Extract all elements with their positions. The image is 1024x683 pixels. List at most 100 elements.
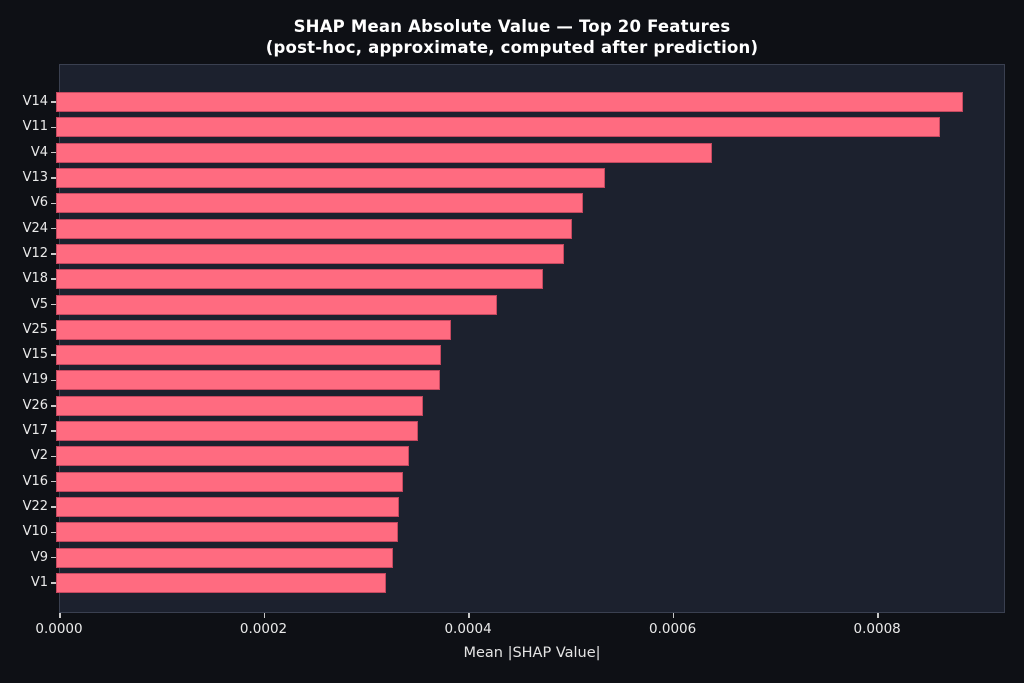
y-tick-mark <box>51 506 56 508</box>
bar-V2 <box>56 446 409 467</box>
bar-row: V9 <box>0 547 1005 568</box>
bar-track <box>56 522 1005 543</box>
x-tick-label: 0.0002 <box>239 621 288 637</box>
x-axis-label: Mean |SHAP Value| <box>463 645 601 661</box>
y-tick-label: V26 <box>22 397 48 413</box>
y-tick-label: V1 <box>30 574 48 590</box>
bar-track <box>56 370 1005 391</box>
bar-V16 <box>56 471 403 492</box>
bar-V17 <box>56 421 419 442</box>
y-tick-label: V9 <box>30 549 48 565</box>
bar-row: V18 <box>0 269 1005 290</box>
x-tick-mark <box>59 613 61 618</box>
bar-V18 <box>56 269 544 290</box>
bar-row: V1 <box>0 572 1005 593</box>
bar-rows-container: V14 V11 V4 V13 V6 V24 V12 V18 V5 V25 V15 V19 V26 V17 V… <box>0 64 1005 613</box>
y-tick-mark <box>51 379 56 382</box>
bar-track <box>56 497 1005 517</box>
bar-V4 <box>56 142 712 163</box>
y-tick-label: V4 <box>30 144 48 160</box>
x-tick-mark <box>263 613 266 618</box>
y-tick-label: V17 <box>22 423 48 439</box>
bar-track <box>56 243 1005 264</box>
y-tick-mark <box>51 151 56 154</box>
x-tick-mark <box>468 613 470 618</box>
x-tick-label: 0.0008 <box>853 621 901 637</box>
x-tick-mark <box>877 613 879 618</box>
bar-row: V10 <box>0 522 1005 543</box>
x-tick-label: 0.0006 <box>648 621 697 637</box>
x-axis: 0.0000 0.0002 0.0004 0.0006 0.0008 <box>35 613 1005 643</box>
bar-V9 <box>56 547 393 568</box>
y-tick-mark <box>51 227 56 230</box>
bar-track <box>56 395 1005 416</box>
bar-V11 <box>56 117 941 138</box>
bar-track <box>56 167 1005 188</box>
chart-subtitle: (post-hoc, approximate, computed after p… <box>265 38 759 57</box>
bar-row: V17 <box>0 421 1005 442</box>
y-tick-label: V14 <box>22 94 48 109</box>
chart-title: SHAP Mean Absolute Value — Top 20 Featur… <box>293 17 731 36</box>
y-tick-label: V22 <box>22 499 48 514</box>
y-tick-mark <box>51 480 56 483</box>
bar-track <box>56 471 1005 492</box>
y-tick-label: V5 <box>30 296 48 312</box>
bar-V1 <box>56 572 387 593</box>
bar-row: V22 <box>0 497 1005 517</box>
bar-V25 <box>56 319 451 340</box>
y-tick-label: V2 <box>30 448 48 464</box>
bar-V15 <box>56 345 441 366</box>
bar-V10 <box>56 522 398 543</box>
y-tick-label: V19 <box>22 372 48 388</box>
bar-track <box>56 142 1005 163</box>
bar-row: V19 <box>0 370 1005 391</box>
y-tick-mark <box>51 278 56 280</box>
bar-track <box>56 345 1005 366</box>
y-tick-label: V13 <box>22 169 48 185</box>
bar-track <box>56 319 1005 340</box>
y-tick-mark <box>51 253 56 255</box>
bar-row: V16 <box>0 471 1005 492</box>
bar-V22 <box>56 497 399 517</box>
bar-row: V24 <box>0 218 1005 239</box>
bar-V13 <box>56 167 605 188</box>
bar-row: V26 <box>0 395 1005 416</box>
y-tick-mark <box>51 354 56 356</box>
y-tick-label: V16 <box>22 473 48 489</box>
bar-row: V13 <box>0 167 1005 188</box>
y-tick-label: V6 <box>30 195 48 211</box>
y-tick-mark <box>51 329 56 331</box>
bar-row: V4 <box>0 142 1005 163</box>
y-tick-mark <box>51 303 56 306</box>
bar-track <box>56 92 1005 112</box>
y-tick-label: V18 <box>22 271 48 287</box>
bar-row: V14 <box>0 92 1005 112</box>
chart-title-block: SHAP Mean Absolute Value — Top 20 Featur… <box>0 16 1024 58</box>
x-tick-mark <box>672 613 675 618</box>
bar-row: V11 <box>0 117 1005 138</box>
bar-track <box>56 421 1005 442</box>
y-tick-label: V12 <box>22 245 48 261</box>
bar-row: V25 <box>0 319 1005 340</box>
y-tick-mark <box>51 556 56 559</box>
y-tick-label: V25 <box>22 321 48 337</box>
bar-track <box>56 117 1005 138</box>
bar-V19 <box>56 370 440 391</box>
y-tick-mark <box>51 455 56 458</box>
y-tick-mark <box>51 405 56 407</box>
x-tick-label: 0.0004 <box>444 621 492 637</box>
bar-V14 <box>56 92 963 112</box>
bar-V6 <box>56 193 584 214</box>
bar-row: V12 <box>0 243 1005 264</box>
y-tick-mark <box>51 101 56 103</box>
y-tick-mark <box>51 582 56 584</box>
bar-row: V15 <box>0 345 1005 366</box>
y-tick-label: V15 <box>22 347 48 363</box>
bar-row: V6 <box>0 193 1005 214</box>
bar-row: V2 <box>0 446 1005 467</box>
bar-track <box>56 193 1005 214</box>
bar-V12 <box>56 243 564 264</box>
y-tick-label: V10 <box>22 524 48 540</box>
bar-V24 <box>56 218 573 239</box>
